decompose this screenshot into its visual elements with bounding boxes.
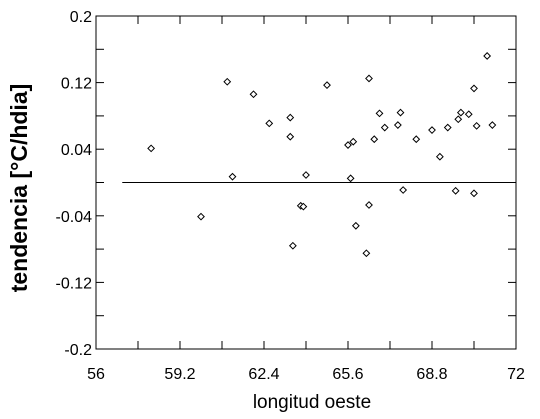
- data-point: [399, 186, 408, 194]
- x-tick-label: 62.4: [248, 366, 279, 383]
- y-tick-label: -0.04: [56, 209, 93, 226]
- y-axis: 0.2 0.12 0.04 -0.04 -0.12 -0.2: [56, 9, 516, 359]
- x-tick-label: 59.2: [164, 366, 195, 383]
- data-point: [249, 90, 258, 99]
- data-point: [472, 121, 481, 130]
- data-point: [370, 135, 379, 144]
- data-point: [288, 241, 297, 250]
- x-axis-title: longitud oeste: [253, 392, 371, 413]
- data-point: [223, 77, 232, 86]
- y-tick-label: 0.2: [70, 9, 92, 26]
- data-point: [443, 123, 452, 132]
- data-point: [393, 121, 402, 129]
- data-point: [396, 108, 405, 117]
- data-point: [428, 126, 436, 134]
- data-point: [286, 132, 295, 141]
- data-point: [323, 81, 331, 90]
- data-point: [488, 121, 497, 129]
- data-point: [456, 108, 465, 117]
- data-point: [147, 144, 156, 153]
- y-tick-label: -0.2: [64, 342, 92, 359]
- y-tick-label: 0.12: [61, 76, 92, 93]
- data-point: [351, 221, 360, 230]
- x-tick-label: 56: [87, 366, 105, 383]
- data-point: [299, 202, 308, 211]
- x-tick-label: 65.6: [332, 366, 363, 383]
- data-point: [346, 174, 355, 183]
- x-tick-label: 68.8: [416, 366, 447, 383]
- data-point: [362, 249, 371, 258]
- data-point: [412, 135, 421, 144]
- data-point: [265, 119, 274, 128]
- data-point: [454, 115, 463, 124]
- data-point: [286, 113, 295, 122]
- data-point: [435, 152, 444, 161]
- data-point: [365, 201, 373, 209]
- data-point: [375, 109, 384, 118]
- data-point: [470, 189, 478, 198]
- y-tick-label: 0.04: [61, 142, 92, 159]
- data-point: [344, 141, 352, 149]
- data-points: [147, 52, 497, 258]
- data-point: [365, 74, 373, 83]
- x-tick-label: 72: [507, 366, 525, 383]
- data-point: [349, 137, 358, 146]
- data-point: [470, 84, 478, 93]
- data-point: [451, 186, 460, 195]
- data-point: [380, 123, 389, 132]
- x-axis: 56 59.2 62.4 65.6 68.8 72: [87, 16, 525, 383]
- data-point: [464, 110, 473, 119]
- y-axis-title: tendencia [°C/hdia]: [6, 84, 32, 293]
- data-point: [228, 172, 237, 181]
- data-point: [302, 171, 310, 179]
- data-point: [483, 52, 492, 60]
- data-point: [197, 212, 205, 221]
- y-tick-label: -0.12: [56, 275, 93, 292]
